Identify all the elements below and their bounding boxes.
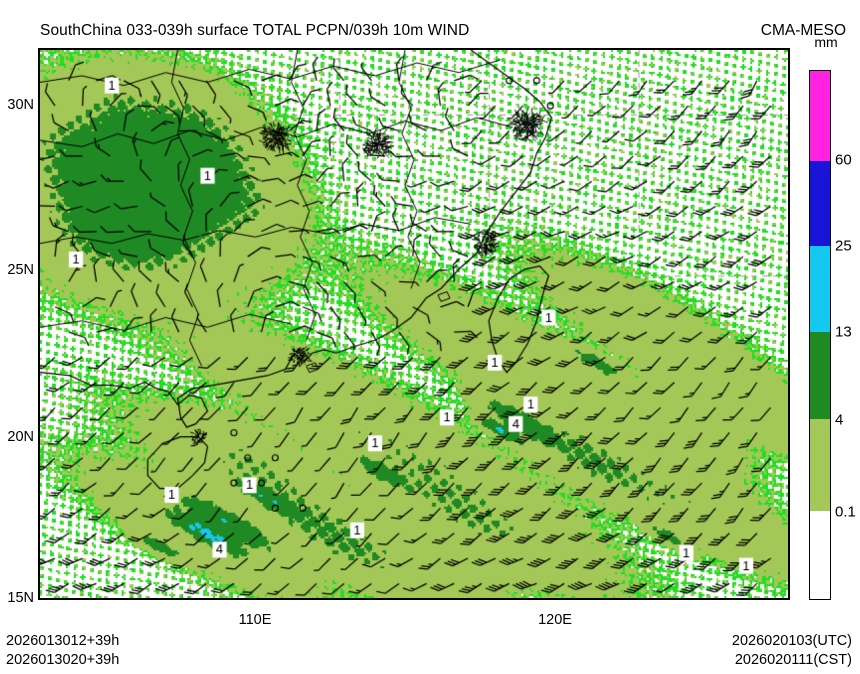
colorbar-tick-13: 13 bbox=[835, 323, 852, 341]
colorbar-tick-25: 25 bbox=[835, 237, 852, 255]
colorbar-band-13-25 bbox=[810, 246, 830, 332]
colorbar-unit-label: mm bbox=[814, 34, 838, 50]
footer-left-line-1: 2026013012+39h bbox=[6, 633, 120, 649]
weather-map-canvas bbox=[40, 50, 788, 598]
footer-left-line-2: 2026013020+39h bbox=[6, 652, 120, 668]
colorbar: 60 25 13 4 0.1 bbox=[809, 40, 857, 606]
footer-right: 2026020103(UTC) 2026020111(CST) bbox=[732, 632, 852, 670]
colorbar-tick-60: 60 bbox=[835, 151, 852, 169]
y-tick-20n: 20N bbox=[7, 429, 34, 445]
x-tick-110e: 110E bbox=[238, 612, 272, 628]
footer-right-line-1: 2026020103(UTC) bbox=[731, 633, 852, 649]
footer-left: 2026013012+39h 2026013020+39h bbox=[6, 632, 119, 670]
page-title: SouthChina 033-039h surface TOTAL PCPN/0… bbox=[40, 22, 470, 39]
y-tick-25n: 25N bbox=[7, 262, 34, 278]
colorbar-band-4-13 bbox=[810, 331, 830, 420]
colorbar-tick-4: 4 bbox=[835, 411, 844, 429]
footer-right-line-2: 2026020111(CST) bbox=[734, 652, 852, 668]
colorbar-band-gt60 bbox=[810, 71, 830, 161]
colorbar-band-0-01 bbox=[810, 511, 830, 599]
map-plot-area bbox=[38, 48, 790, 600]
model-label: CMA-MESO bbox=[760, 22, 846, 39]
x-tick-120e: 120E bbox=[538, 612, 572, 628]
y-tick-15n: 15N bbox=[7, 590, 34, 606]
colorbar-band-01-4 bbox=[810, 419, 830, 512]
colorbar-gradient bbox=[809, 70, 831, 600]
colorbar-band-25-60 bbox=[810, 160, 830, 247]
colorbar-tick-01: 0.1 bbox=[835, 503, 856, 521]
y-tick-30n: 30N bbox=[7, 97, 34, 113]
